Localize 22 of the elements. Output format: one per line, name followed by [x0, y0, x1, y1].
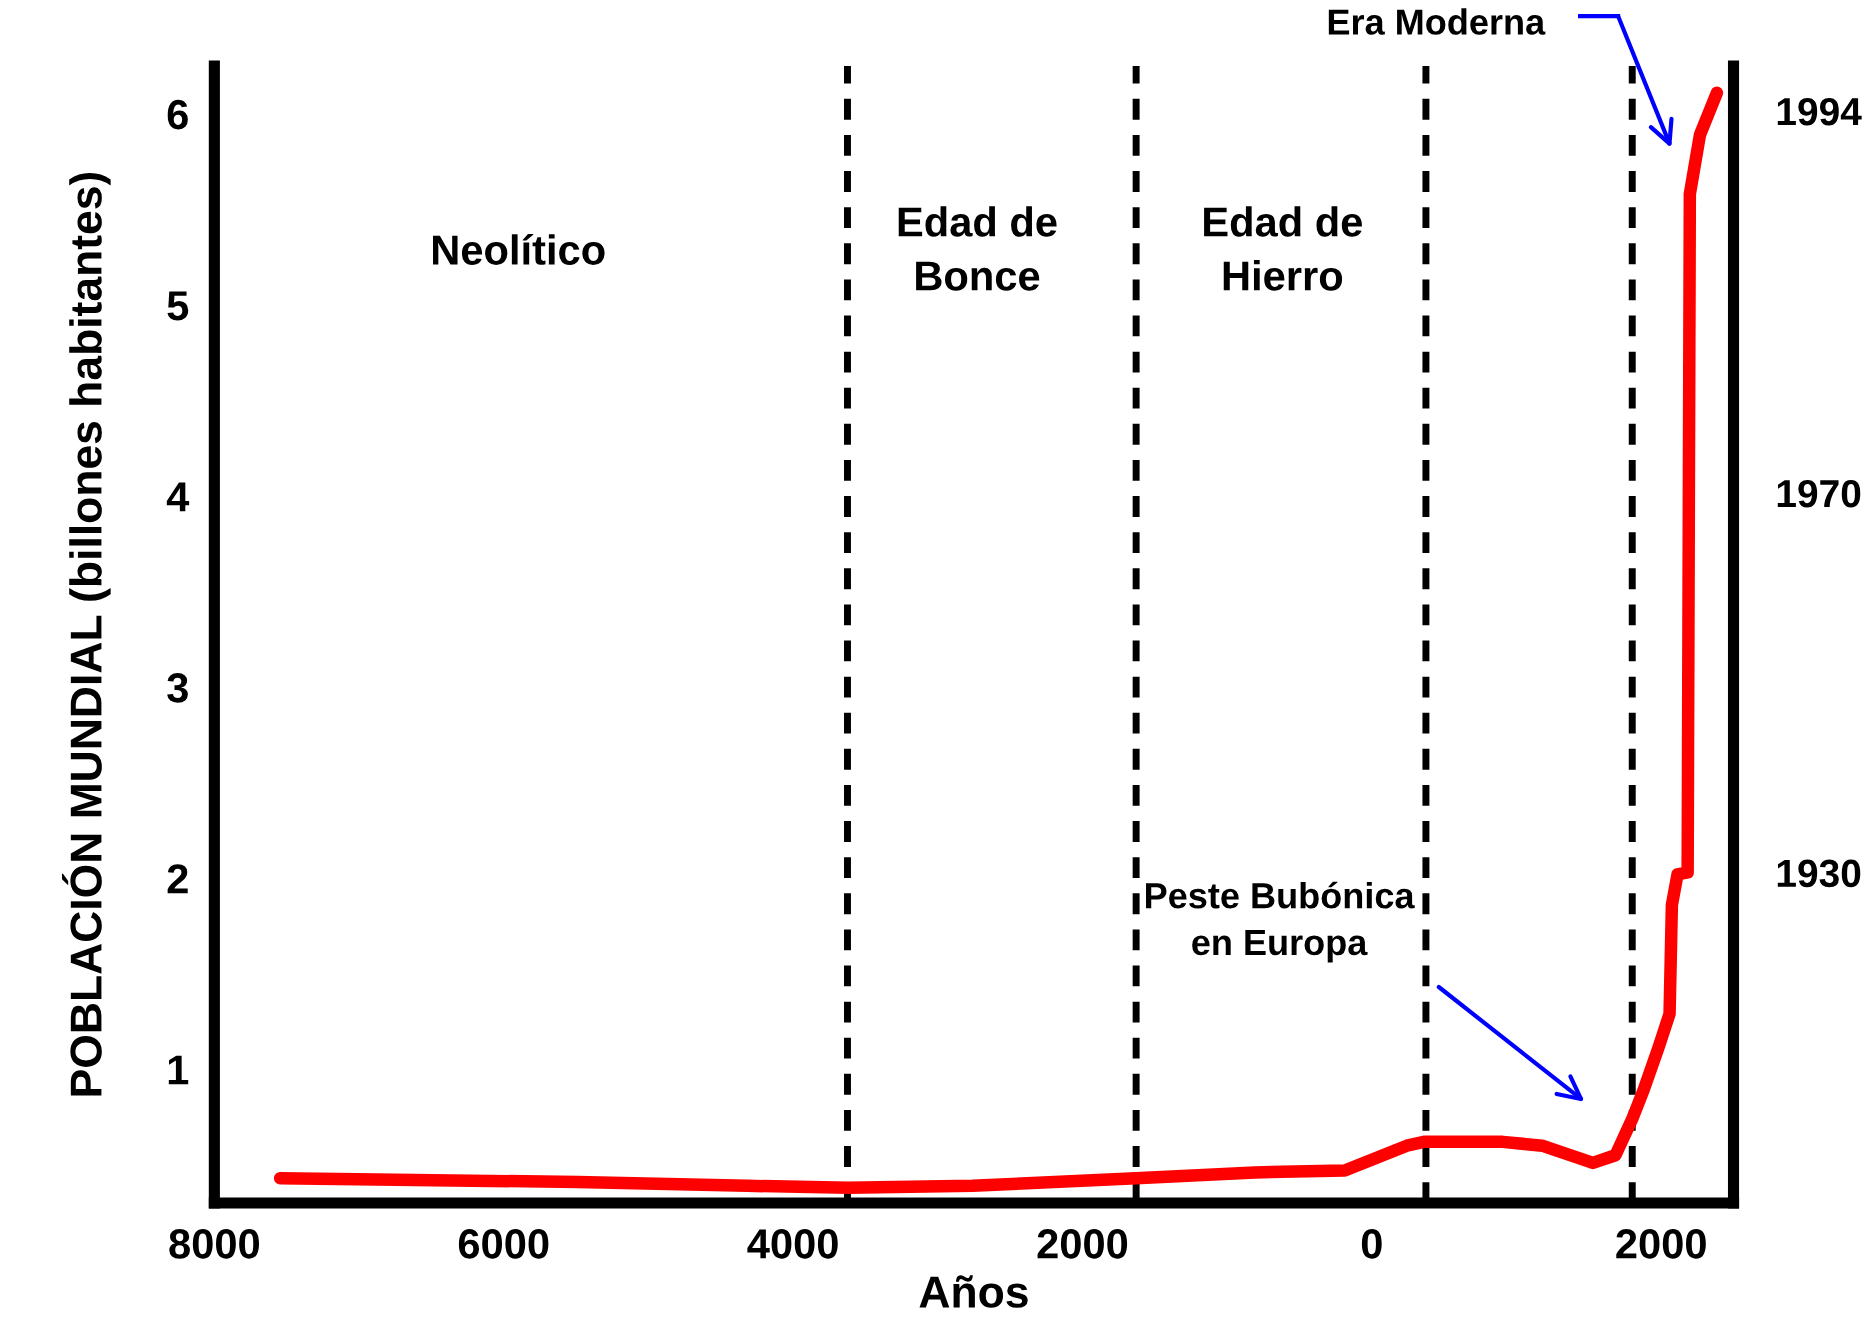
x-tick-label: 2000: [1616, 1229, 1706, 1259]
y-tick-label: 6: [167, 99, 188, 130]
text: 1930: [1777, 859, 1861, 888]
x-tick-label: 4000: [747, 1229, 838, 1259]
annotation: Edad de Hierro: [1204, 206, 1362, 291]
text: Era Moderna: [1328, 8, 1546, 35]
x-tick-label: 8000: [169, 1229, 259, 1259]
y-tick-label: 2: [167, 864, 188, 894]
text: 1994: [1777, 97, 1862, 126]
text: 1970: [1777, 479, 1861, 508]
y-tick-label: 5: [167, 291, 189, 321]
x-tick-label: 6000: [458, 1229, 549, 1259]
y-tick-label: 4: [166, 482, 190, 512]
y-tick-label: 3: [167, 673, 188, 703]
y-axis-title: POBLACIÓN MUNDIAL (billones habitantes): [62, 172, 111, 1096]
y-tick-label: 1: [168, 1055, 189, 1085]
annotation: Neolítico: [433, 233, 605, 265]
x-tick-label: 2000: [1037, 1229, 1128, 1259]
annotation: Peste Bubónica en Europa: [1146, 881, 1415, 963]
x-axis-title: Años: [919, 1275, 1028, 1308]
annotation: Edad de Bonce: [898, 206, 1057, 291]
x-tick-label: 0: [1361, 1229, 1382, 1259]
